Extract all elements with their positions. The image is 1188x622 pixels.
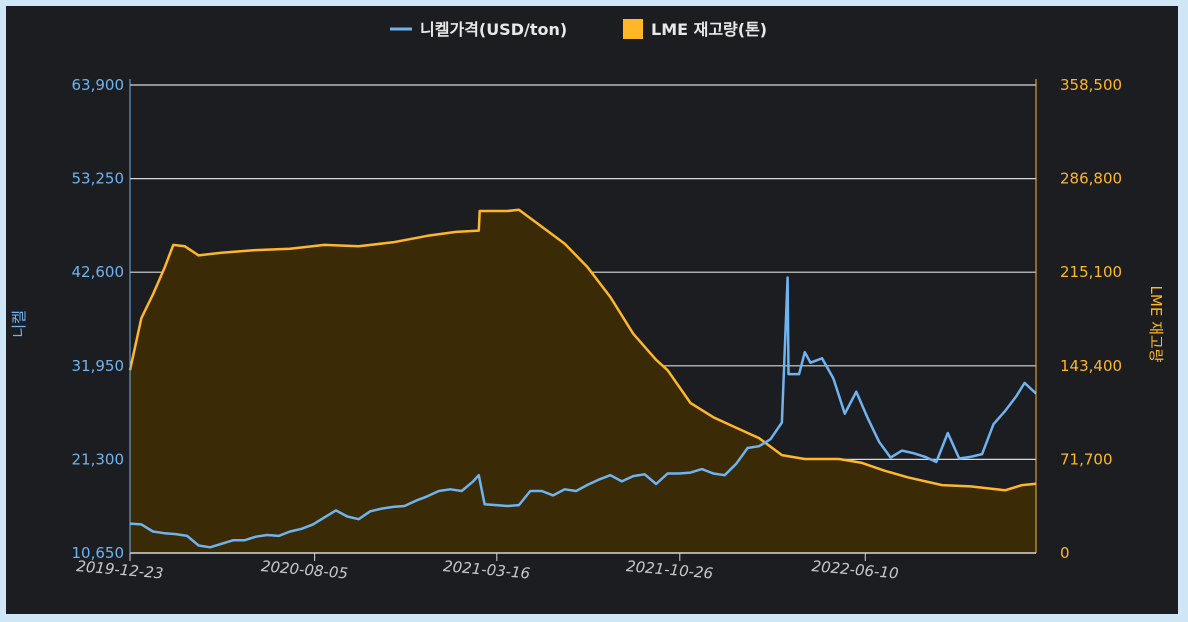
x-tick-label: 2019-12-23 xyxy=(76,557,164,583)
x-ticks: 2019-12-23 2020-08-05 2021-03-16 2021-10-26… xyxy=(76,553,899,583)
y-right-tick-label: 215,100 xyxy=(1060,263,1122,281)
y-left-tick-label: 42,600 xyxy=(72,263,125,281)
y-left-axis-title: 니켈 xyxy=(10,310,28,338)
x-tick-label: 2021-03-16 xyxy=(442,557,530,583)
legend[interactable]: 니켈가격(USD/ton) LME 재고량(톤) xyxy=(390,19,767,39)
x-tick-label: 2020-08-05 xyxy=(260,557,348,583)
x-tick-label: 2022-06-10 xyxy=(811,557,899,583)
axes xyxy=(129,79,1037,554)
y-left-tick-label: 63,900 xyxy=(72,76,125,94)
y-left-tick-label: 10,650 xyxy=(72,544,125,562)
stock-area-layer xyxy=(128,208,1037,553)
y-left-tick-label: 53,250 xyxy=(72,170,125,188)
legend-square-swatch xyxy=(623,19,643,39)
y-right-tick-label: 71,700 xyxy=(1060,450,1113,468)
nickel-line-layer xyxy=(129,276,1037,549)
y-right-tick-label: 0 xyxy=(1060,544,1070,562)
stock-area-fill xyxy=(130,209,1036,553)
legend-item-nickel-price[interactable]: 니켈가격(USD/ton) xyxy=(390,20,567,39)
legend-label-nickel-price: 니켈가격(USD/ton) xyxy=(420,20,567,39)
y-left-tick-label: 31,950 xyxy=(72,357,125,375)
y-left-tick-label: 21,300 xyxy=(72,450,125,468)
y-right-ticks: 358,500 286,800 215,100 143,400 71,700 0 xyxy=(1060,76,1122,562)
y-right-tick-label: 286,800 xyxy=(1060,170,1122,188)
y-right-axis-title: LME 재고량 xyxy=(1147,286,1165,363)
stock-line xyxy=(128,208,1037,492)
y-right-tick-label: 358,500 xyxy=(1060,76,1122,94)
x-tick-label: 2021-10-26 xyxy=(625,557,713,583)
legend-label-lme-stock: LME 재고량(톤) xyxy=(651,20,767,39)
y-right-tick-label: 143,400 xyxy=(1060,357,1122,375)
y-left-ticks: 63,900 53,250 42,600 31,950 21,300 10,650 xyxy=(72,76,125,562)
chart-svg: 니켈가격(USD/ton) LME 재고량(톤) 63,900 53,250 42,… xyxy=(10,19,1165,583)
nickel-price-line xyxy=(129,276,1037,549)
legend-item-lme-stock[interactable]: LME 재고량(톤) xyxy=(623,19,767,39)
chart-frame: 니켈가격(USD/ton) LME 재고량(톤) 63,900 53,250 42,… xyxy=(6,6,1178,614)
